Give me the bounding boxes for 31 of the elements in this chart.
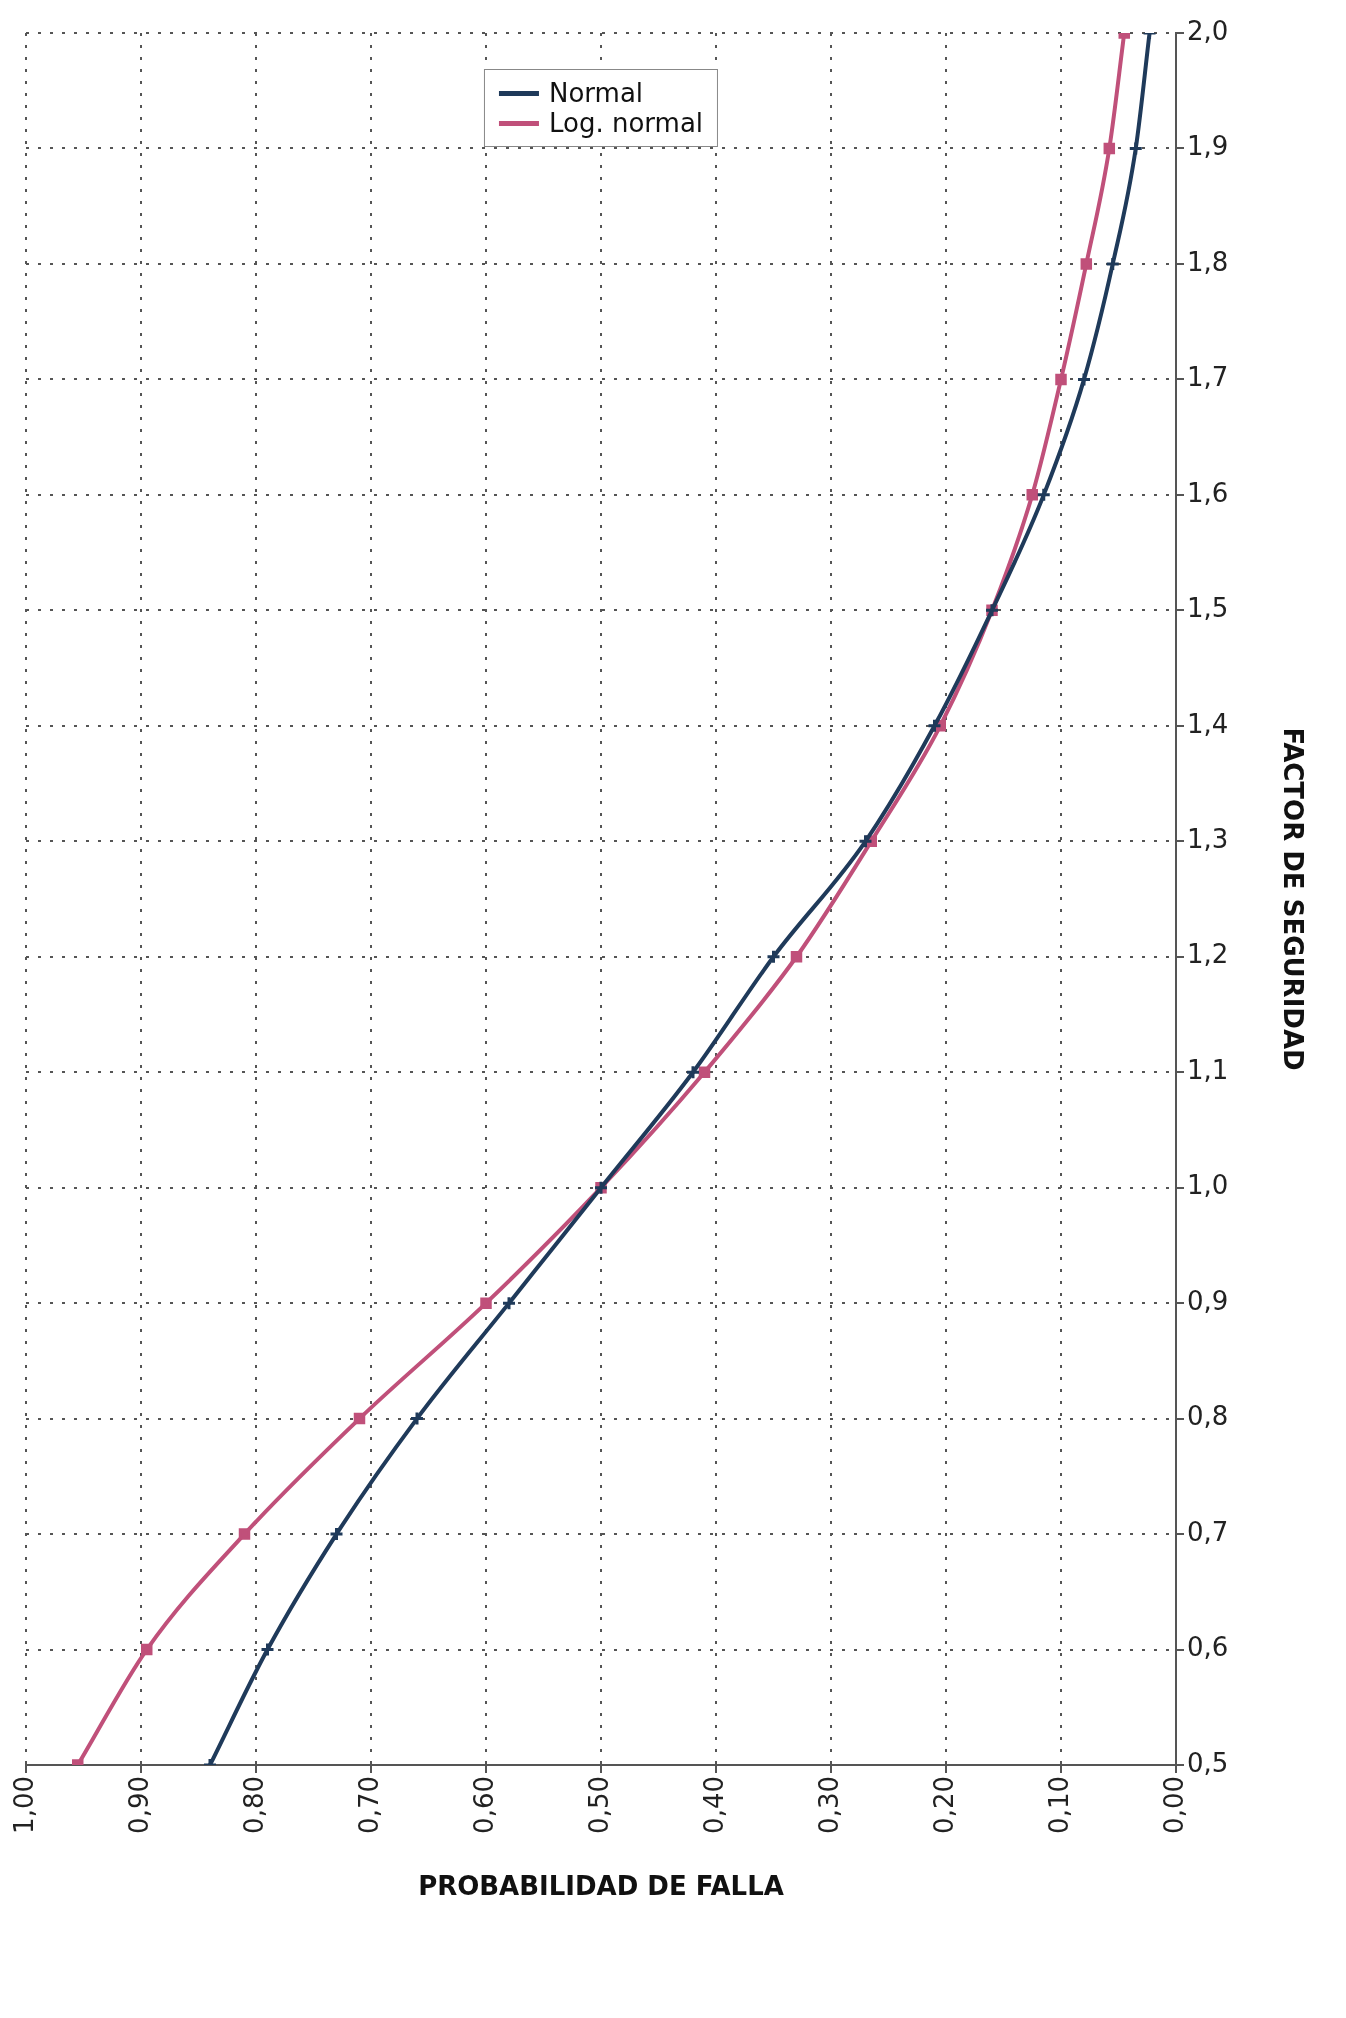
x-tick-label: 0,40 — [698, 1776, 729, 1834]
legend-label: Normal — [548, 78, 644, 108]
x-tick-label: 0,10 — [1043, 1776, 1074, 1834]
y-tick-label: 1,4 — [1187, 708, 1229, 739]
y-tick-label: 1,2 — [1187, 939, 1229, 970]
y-tick-label: 1,8 — [1187, 246, 1229, 277]
x-tick-label: 0,70 — [353, 1776, 384, 1834]
y-tick-label: 2,0 — [1187, 15, 1229, 46]
y-tick-label: 1,3 — [1187, 824, 1229, 855]
y-tick-label: 1,0 — [1187, 1170, 1229, 1201]
x-tick-label: 0,90 — [123, 1776, 154, 1834]
y-axis-title: FACTOR DE SEGURIDAD — [1277, 727, 1308, 1071]
x-tick-label: 1,00 — [8, 1776, 39, 1834]
y-tick-label: 0,6 — [1187, 1632, 1229, 1663]
y-tick-label: 1,7 — [1187, 362, 1229, 393]
y-tick-label: 0,9 — [1187, 1285, 1229, 1316]
y-tick-label: 1,1 — [1187, 1054, 1229, 1085]
x-axis-title: PROBABILIDAD DE FALLA — [418, 1871, 784, 1902]
legend-label: Log. normal — [548, 108, 704, 138]
x-tick-label: 0,50 — [583, 1776, 614, 1834]
x-tick-label: 0,60 — [468, 1776, 499, 1834]
x-tick-label: 0,80 — [238, 1776, 269, 1834]
y-tick-label: 1,5 — [1187, 593, 1229, 624]
y-tick-label: 1,9 — [1187, 131, 1229, 162]
y-tick-label: 0,8 — [1187, 1401, 1229, 1432]
x-tick-label: 0,00 — [1158, 1776, 1189, 1834]
x-tick-label: 0,30 — [813, 1776, 844, 1834]
y-tick-label: 0,5 — [1187, 1747, 1229, 1778]
y-tick-label: 0,7 — [1187, 1516, 1229, 1547]
y-tick-label: 1,6 — [1187, 477, 1229, 508]
x-tick-label: 0,20 — [928, 1776, 959, 1834]
